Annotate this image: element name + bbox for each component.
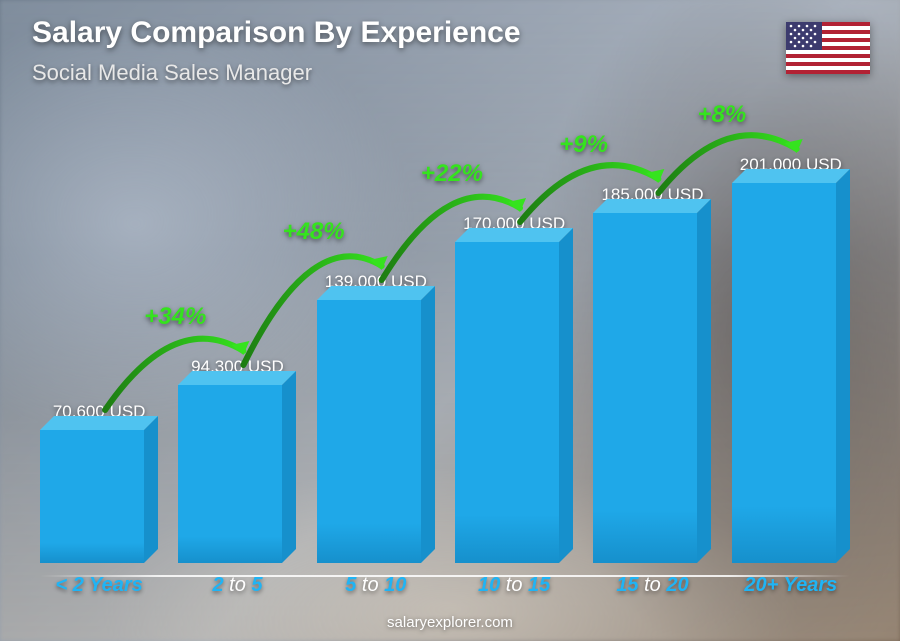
bar-column: 70,600 USD< 2 Years — [40, 402, 158, 563]
bar-top-face — [317, 286, 435, 300]
bar-column: 139,000 USD5 to 10 — [317, 272, 435, 563]
bar-column: 170,000 USD10 to 15 — [455, 214, 573, 563]
bar-column: 185,000 USD15 to 20 — [593, 185, 711, 563]
bar-front-face — [317, 300, 421, 563]
page-title: Salary Comparison By Experience — [32, 16, 521, 50]
bar — [732, 183, 850, 563]
bar-chart: 70,600 USD< 2 Years94,300 USD2 to 5139,0… — [40, 103, 850, 563]
increase-label: +9% — [559, 131, 608, 159]
bar — [40, 430, 158, 563]
bar-front-face — [40, 430, 144, 563]
page-subtitle: Social Media Sales Manager — [32, 60, 312, 86]
bar-column: 201,000 USD20+ Years — [732, 155, 850, 563]
bar — [317, 300, 435, 563]
bar-category-label: 20+ Years — [708, 574, 874, 597]
bar-front-face — [455, 242, 559, 563]
footer-attribution: salaryexplorer.com — [0, 614, 900, 631]
bar-side-face — [144, 416, 158, 563]
increase-label: +8% — [698, 101, 747, 129]
bar-front-face — [178, 385, 282, 563]
increase-label: +22% — [421, 160, 483, 188]
bar-top-face — [178, 371, 296, 385]
infographic-container: Salary Comparison By Experience Social M… — [0, 0, 900, 641]
bar-top-face — [732, 169, 850, 183]
bar-front-face — [593, 213, 697, 563]
bar-side-face — [697, 199, 711, 563]
us-flag-icon — [786, 22, 870, 74]
baseline-divider — [40, 575, 850, 577]
bar-side-face — [559, 228, 573, 563]
bar — [178, 385, 296, 563]
bar-column: 94,300 USD2 to 5 — [178, 357, 296, 563]
bar-top-face — [593, 199, 711, 213]
bar-side-face — [421, 286, 435, 563]
increase-label: +48% — [283, 218, 345, 246]
bar-side-face — [282, 371, 296, 563]
bar-top-face — [40, 416, 158, 430]
increase-label: +34% — [144, 303, 206, 331]
bar-front-face — [732, 183, 836, 563]
bar — [593, 213, 711, 563]
bar-side-face — [836, 169, 850, 563]
bar — [455, 242, 573, 563]
bar-top-face — [455, 228, 573, 242]
